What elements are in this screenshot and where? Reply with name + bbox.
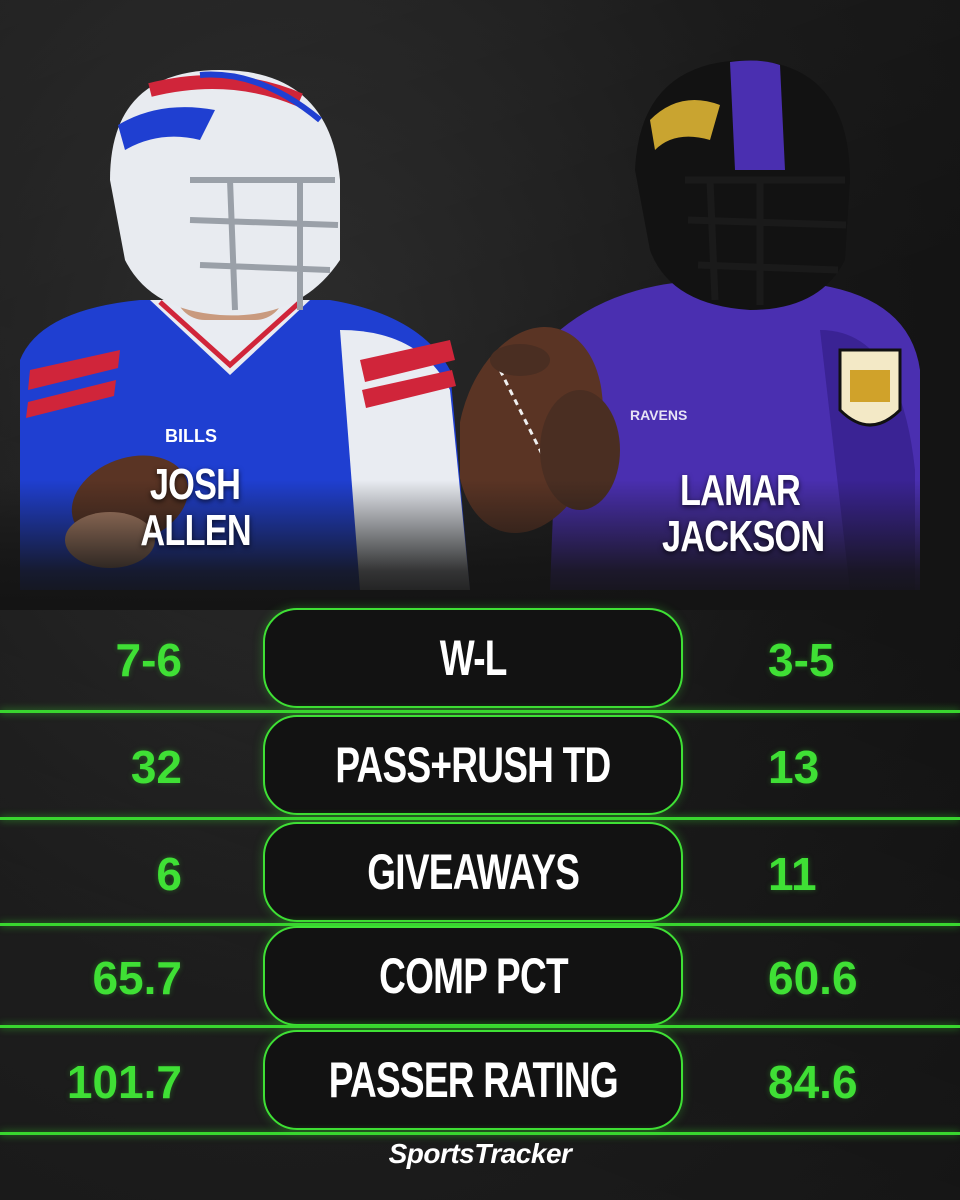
stat-label: PASSER RATING (328, 1052, 618, 1108)
stat-label: GIVEAWAYS (366, 844, 580, 900)
stat-label: COMP PCT (378, 948, 568, 1004)
row-divider (0, 710, 960, 713)
player-right-last-name: JACKSON (662, 512, 825, 561)
stat-label: W-L (439, 630, 508, 686)
row-divider (0, 1132, 960, 1135)
stat-label-pill: GIVEAWAYS (263, 822, 683, 922)
player-left-image: BILLS (0, 30, 480, 590)
player-right-name: LAMAR JACKSON (662, 466, 825, 561)
stat-row-comp-pct: COMP PCT 65.7 60.6 (0, 926, 960, 1030)
row-divider (0, 923, 960, 926)
stat-value-left: 6 (156, 848, 182, 900)
stat-value-right: 60.6 (768, 952, 858, 1004)
player-right-first-name: LAMAR (679, 466, 801, 515)
brand-logo: SportsTracker (388, 1138, 572, 1169)
stat-label: PASS+RUSH TD (335, 737, 611, 793)
player-left-name: JOSH ALLEN (140, 460, 251, 555)
player-fade (0, 480, 960, 610)
stat-row-pass-rush-td: PASS+RUSH TD 32 13 (0, 715, 960, 819)
stat-row-passer-rating: PASSER RATING 101.7 84.6 (0, 1030, 960, 1134)
row-divider (0, 817, 960, 820)
stat-label-pill: W-L (263, 608, 683, 708)
stat-value-left: 7-6 (115, 634, 182, 686)
stat-row-giveaways: GIVEAWAYS 6 11 (0, 822, 960, 926)
player-left-last-name: ALLEN (140, 506, 251, 555)
stat-label-pill: PASSER RATING (263, 1030, 683, 1130)
stat-value-left: 32 (130, 741, 182, 793)
stat-value-right: 13 (768, 741, 820, 793)
stat-value-left: 101.7 (66, 1056, 182, 1108)
stat-row-wl: W-L 7-6 3-5 (0, 608, 960, 712)
stat-value-right: 11 (768, 848, 817, 900)
stat-value-right: 3-5 (768, 634, 835, 686)
stat-label-pill: COMP PCT (263, 926, 683, 1026)
stat-value-right: 84.6 (768, 1056, 858, 1108)
stat-value-left: 65.7 (92, 952, 182, 1004)
svg-text:RAVENS: RAVENS (630, 407, 687, 423)
row-divider (0, 1025, 960, 1028)
stat-label-pill: PASS+RUSH TD (263, 715, 683, 815)
player-left-first-name: JOSH (149, 460, 241, 509)
svg-text:BILLS: BILLS (165, 426, 217, 446)
